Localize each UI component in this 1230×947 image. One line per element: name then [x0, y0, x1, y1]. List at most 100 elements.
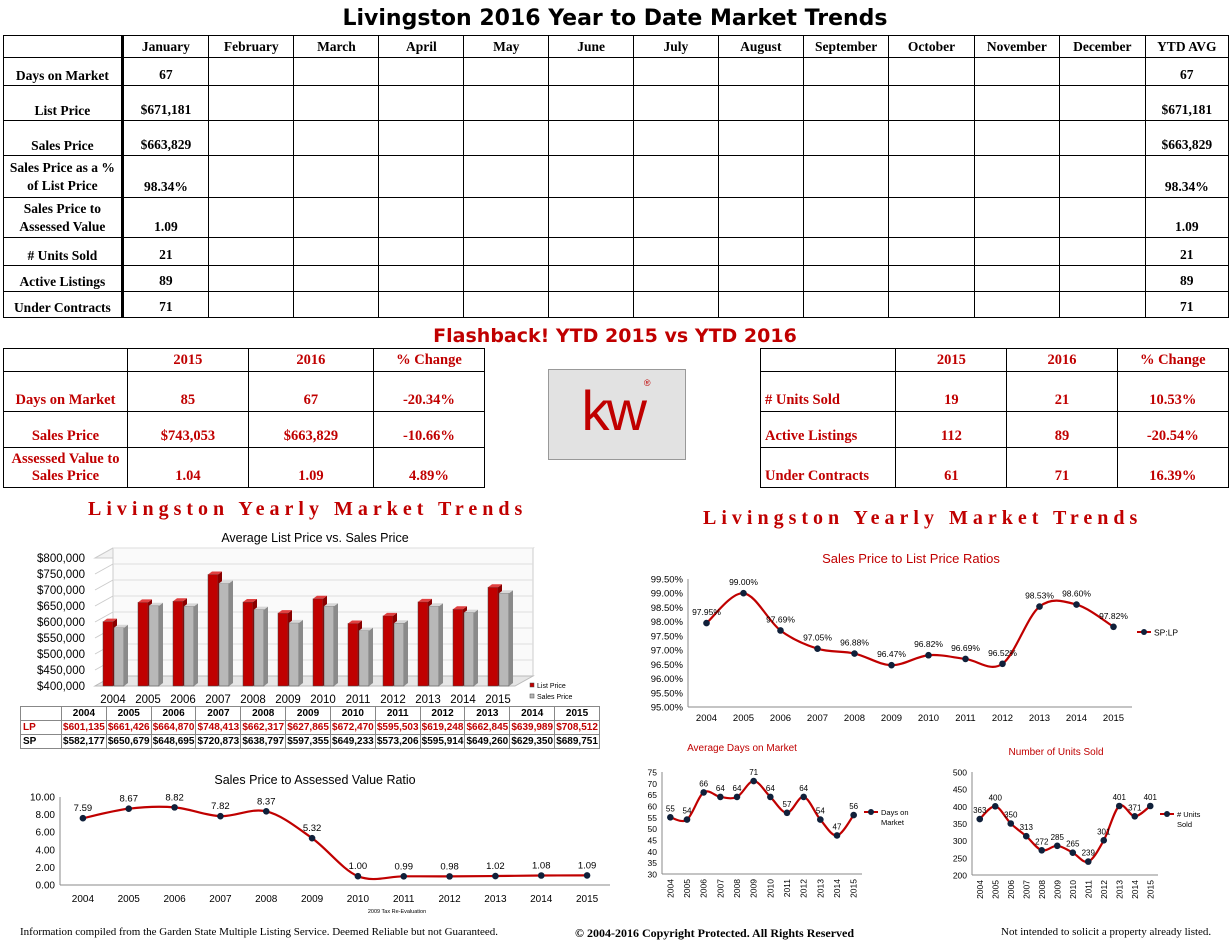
data-label: 97.95%: [692, 607, 721, 617]
data-point: [1084, 858, 1092, 865]
lpsp-cell: $619,248: [419, 720, 466, 735]
lpsp-year: 2013: [464, 706, 511, 721]
bar-sp: [113, 627, 125, 687]
bar-lp: [382, 615, 394, 687]
data-label: 0.98: [440, 861, 459, 872]
x-tick-label: 2011: [346, 694, 371, 706]
data-point: [750, 777, 757, 785]
compare-header: [759, 348, 897, 372]
chart-annotation: 2009 Tax Re-Evaluation: [368, 909, 426, 915]
bar-top: [359, 627, 373, 631]
data-point: [740, 589, 747, 597]
lpsp-cell: $662,317: [240, 720, 287, 735]
ytd-cell: [802, 291, 890, 318]
bar-top: [289, 619, 303, 623]
y-tick-label: 99.50%: [651, 575, 684, 586]
compare-left-table: 2015 2016% Change Days on Market 85 67 -20.3…: [3, 348, 486, 488]
y-tick-label: 50: [648, 824, 658, 834]
y-tick-label: $450,000: [37, 665, 85, 677]
ytd-cell: 67: [1144, 57, 1230, 86]
ytd-cell: [293, 85, 380, 121]
data-label: 55: [666, 804, 675, 813]
y-tick-label: 300: [953, 836, 967, 846]
ytd-cell: [802, 265, 890, 292]
lpsp-cell: $720,873: [195, 734, 242, 749]
y-tick-label: $750,000: [37, 569, 85, 581]
x-tick-label: 2008: [240, 694, 266, 706]
x-tick-label: 2008: [255, 894, 278, 905]
compare-header: 2016: [247, 348, 374, 372]
ytd-cell: [463, 197, 550, 238]
bar-top: [173, 598, 187, 602]
ytd-cell: [463, 265, 550, 292]
x-tick-label: 2005: [118, 894, 141, 905]
data-label: 8.67: [120, 794, 139, 805]
ytd-col-header: February: [208, 35, 295, 58]
data-label: 71: [749, 768, 758, 777]
ytd-cell: [632, 120, 719, 156]
y-tick-label: 10.00: [30, 793, 55, 804]
ytd-cell: [208, 57, 295, 86]
y-tick-label: 95.00%: [651, 703, 684, 714]
x-tick-label: 2010: [918, 713, 939, 724]
ytd-row: List Price $671,181 $671,181: [3, 85, 1230, 121]
compare-header: 2016: [1006, 348, 1118, 372]
data-point: [700, 789, 707, 796]
ytd-row: Sales Price as a % of List Price 98.34% 98…: [3, 155, 1230, 198]
lpsp-year: 2009: [285, 706, 331, 721]
data-point: [991, 803, 999, 810]
gridline: [94, 579, 114, 591]
x-tick-label: 2004: [975, 880, 985, 899]
ytd-cell: [888, 291, 975, 318]
ytd-cell: [632, 237, 719, 266]
compare-row: Days on Market 85 67 -20.34%: [3, 371, 486, 412]
data-point: [262, 808, 270, 815]
ytd-cell: [973, 155, 1061, 198]
data-label: 64: [733, 784, 742, 793]
x-tick-label: 2009: [275, 694, 301, 706]
data-label: 401: [1113, 793, 1127, 802]
x-tick-label: 2010: [347, 894, 370, 905]
data-point: [1073, 601, 1080, 608]
compare-cell: 89: [1006, 411, 1118, 448]
data-label: 98.60%: [1062, 589, 1091, 599]
data-point: [814, 645, 821, 652]
bar-side: [369, 627, 373, 686]
ytd-cell: [973, 291, 1061, 318]
data-point: [446, 873, 453, 880]
ytd-cell: [293, 291, 380, 318]
lpsp-cell: $629,350: [509, 734, 556, 749]
lpsp-cell: $648,695: [150, 734, 197, 749]
data-label: 8.37: [257, 796, 276, 807]
compare-row-label: Days on Market: [3, 371, 128, 412]
bar-top: [394, 620, 408, 624]
data-label: 363: [973, 806, 987, 815]
y-tick-label: 55: [648, 813, 658, 823]
ytd-cell: [463, 85, 550, 121]
x-tick-label: 2004: [696, 713, 717, 724]
lp-sp-bar-chart: Average List Price vs. Sales Price $400,0…: [37, 531, 572, 706]
ytd-col-header: August: [717, 35, 804, 58]
data-point: [733, 793, 741, 801]
data-point: [583, 872, 591, 879]
ytd-col-header: September: [802, 35, 890, 58]
lpsp-cell: $649,233: [329, 734, 376, 749]
compare-row: Assessed Value to Sales Price 1.04 1.09 4.8…: [3, 447, 486, 488]
ytd-row-label: Sales Price as a % of List Price: [3, 155, 124, 198]
x-tick-label: 2010: [1068, 880, 1078, 899]
bar-lp: [277, 612, 289, 687]
kw-logo-box: [548, 369, 686, 460]
bar-side: [474, 609, 478, 686]
legend-label: # Units: [1177, 810, 1201, 819]
data-point: [888, 661, 895, 669]
bar-side: [334, 603, 338, 686]
lpsp-year: 2010: [329, 706, 376, 721]
bar-lp: [312, 598, 324, 687]
y-tick-label: 450: [953, 785, 967, 795]
chart-title: Average List Price vs. Sales Price: [221, 531, 408, 545]
legend-marker: [1164, 811, 1170, 817]
data-point: [537, 872, 545, 879]
ytd-row-label: Days on Market: [3, 57, 124, 86]
data-point: [767, 793, 774, 801]
ytd-cell: [208, 291, 295, 318]
